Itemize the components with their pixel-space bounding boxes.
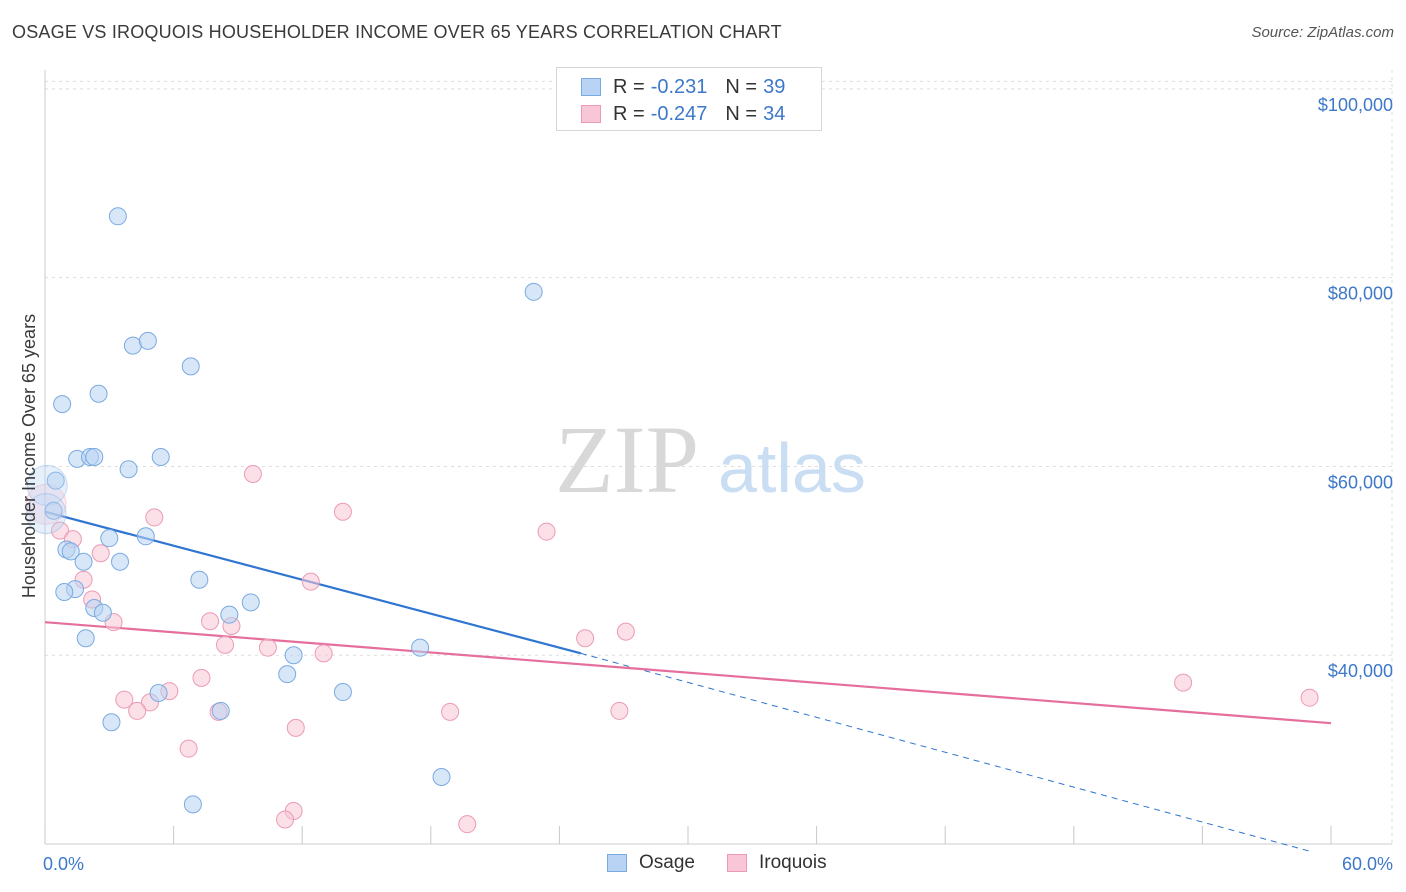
- iroquois-point-29: [179, 739, 198, 758]
- iroquois-point-15: [216, 635, 235, 654]
- osage-point-11: [119, 460, 138, 479]
- legend-row-iroquois: R = -0.247 N = 34: [581, 101, 785, 127]
- iroquois-point-4: [51, 521, 70, 540]
- iroquois-trend-line: [44, 621, 1332, 725]
- osage-point-31: [278, 665, 297, 684]
- iroquois-point-20: [115, 690, 134, 709]
- y-axis-label: Householder Income Over 65 years: [19, 314, 39, 598]
- iroquois-point-16: [258, 638, 277, 657]
- iroquois-point-31: [276, 810, 295, 829]
- watermark: ZIP atlas: [555, 406, 866, 513]
- osage-point-29: [411, 638, 430, 657]
- chart-title: OSAGE VS IROQUOIS HOUSEHOLDER INCOME OVE…: [12, 22, 782, 42]
- y-tick-labels: $40,000 $60,000 $80,000 $100,000: [1318, 95, 1393, 681]
- osage-point-16: [136, 527, 155, 546]
- osage-point-27: [220, 605, 239, 624]
- x-tick-labels: 0.0% 60.0%: [43, 854, 1393, 874]
- iroquois-point-12: [616, 622, 635, 641]
- osage-point-12: [46, 471, 65, 490]
- osage-point-26: [93, 603, 112, 622]
- iroquois-point-28: [286, 718, 305, 737]
- iroquois-legend-swatch: [727, 854, 747, 872]
- osage-point-18: [61, 542, 80, 561]
- osage-point-20: [111, 552, 130, 571]
- osage-legend-label: Osage: [639, 852, 695, 873]
- iroquois-point-0: [243, 464, 262, 483]
- legend-item-osage[interactable]: Osage: [607, 852, 695, 874]
- x-tick-label-0: 0.0%: [43, 854, 84, 874]
- iroquois-n-label: N =: [725, 102, 758, 125]
- source-label: Source: ZipAtlas.com: [1251, 24, 1394, 41]
- legend-row-osage: R = -0.231 N = 39: [581, 74, 785, 100]
- osage-point-6: [53, 395, 72, 414]
- iroquois-point-2: [145, 508, 164, 527]
- iroquois-point-18: [192, 668, 211, 687]
- trend-lines: [44, 510, 1332, 853]
- osage-point-37: [183, 795, 202, 814]
- osage-legend-swatch: [607, 854, 627, 872]
- watermark-atlas: atlas: [718, 429, 866, 507]
- iroquois-point-6: [91, 544, 110, 563]
- iroquois-point-1: [333, 502, 352, 521]
- osage-trend-extension: [580, 652, 1312, 853]
- iroquois-point-27: [1300, 688, 1319, 707]
- iroquois-point-17: [314, 644, 333, 663]
- iroquois-r-label: R =: [613, 102, 645, 125]
- osage-point-14: [44, 501, 63, 520]
- osage-point-1: [524, 282, 543, 301]
- osage-n-label: N =: [725, 75, 758, 98]
- watermark-zip: ZIP: [555, 406, 699, 513]
- y-tick-label-0: $40,000: [1328, 661, 1393, 681]
- iroquois-point-11: [201, 612, 220, 631]
- iroquois-point-25: [610, 701, 629, 720]
- y-tick-label-2: $80,000: [1328, 284, 1393, 304]
- osage-r-value: -0.231: [650, 75, 708, 98]
- osage-point-10: [151, 448, 170, 466]
- osage-point-0: [108, 207, 127, 226]
- osage-point-23: [55, 582, 74, 601]
- iroquois-legend-label: Iroquois: [759, 852, 827, 873]
- y-tick-label-1: $60,000: [1328, 472, 1393, 492]
- stats-legend: R = -0.231 N = 39 R = -0.247 N = 34: [556, 67, 822, 131]
- iroquois-n-value: 34: [763, 102, 786, 125]
- iroquois-point-22: [128, 701, 147, 720]
- series-legend: Osage Iroquois: [0, 852, 1406, 878]
- iroquois-point-26: [1174, 673, 1193, 692]
- osage-point-3: [138, 331, 157, 350]
- osage-point-19: [74, 552, 93, 571]
- iroquois-point-8: [301, 572, 320, 591]
- osage-point-38: [25, 493, 67, 535]
- osage-point-24: [241, 593, 260, 612]
- osage-point-36: [432, 767, 451, 786]
- osage-points: [25, 207, 543, 814]
- iroquois-r-value: -0.247: [650, 102, 708, 125]
- osage-point-30: [284, 646, 303, 665]
- osage-point-35: [102, 713, 121, 732]
- y-tick-label-3: $100,000: [1318, 95, 1393, 115]
- osage-point-32: [333, 683, 352, 702]
- osage-point-2: [123, 336, 142, 355]
- osage-r-label: R =: [613, 75, 645, 98]
- osage-point-28: [76, 629, 95, 648]
- iroquois-point-24: [441, 702, 460, 721]
- iroquois-swatch: [581, 105, 601, 123]
- osage-point-5: [89, 384, 108, 403]
- iroquois-point-14: [576, 629, 595, 648]
- iroquois-point-3: [537, 522, 556, 541]
- osage-point-4: [181, 357, 200, 376]
- axes: [44, 70, 1392, 845]
- osage-point-34: [211, 701, 230, 720]
- osage-point-9: [85, 448, 104, 466]
- x-tick-label-1: 60.0%: [1342, 854, 1393, 874]
- legend-item-iroquois[interactable]: Iroquois: [727, 852, 827, 874]
- grid-lines: [45, 70, 1393, 844]
- osage-swatch: [581, 78, 601, 96]
- iroquois-points: [25, 464, 1319, 834]
- osage-point-15: [100, 529, 119, 548]
- osage-n-value: 39: [763, 75, 786, 98]
- osage-point-21: [190, 570, 209, 589]
- osage-point-33: [149, 683, 168, 702]
- iroquois-point-32: [458, 815, 477, 834]
